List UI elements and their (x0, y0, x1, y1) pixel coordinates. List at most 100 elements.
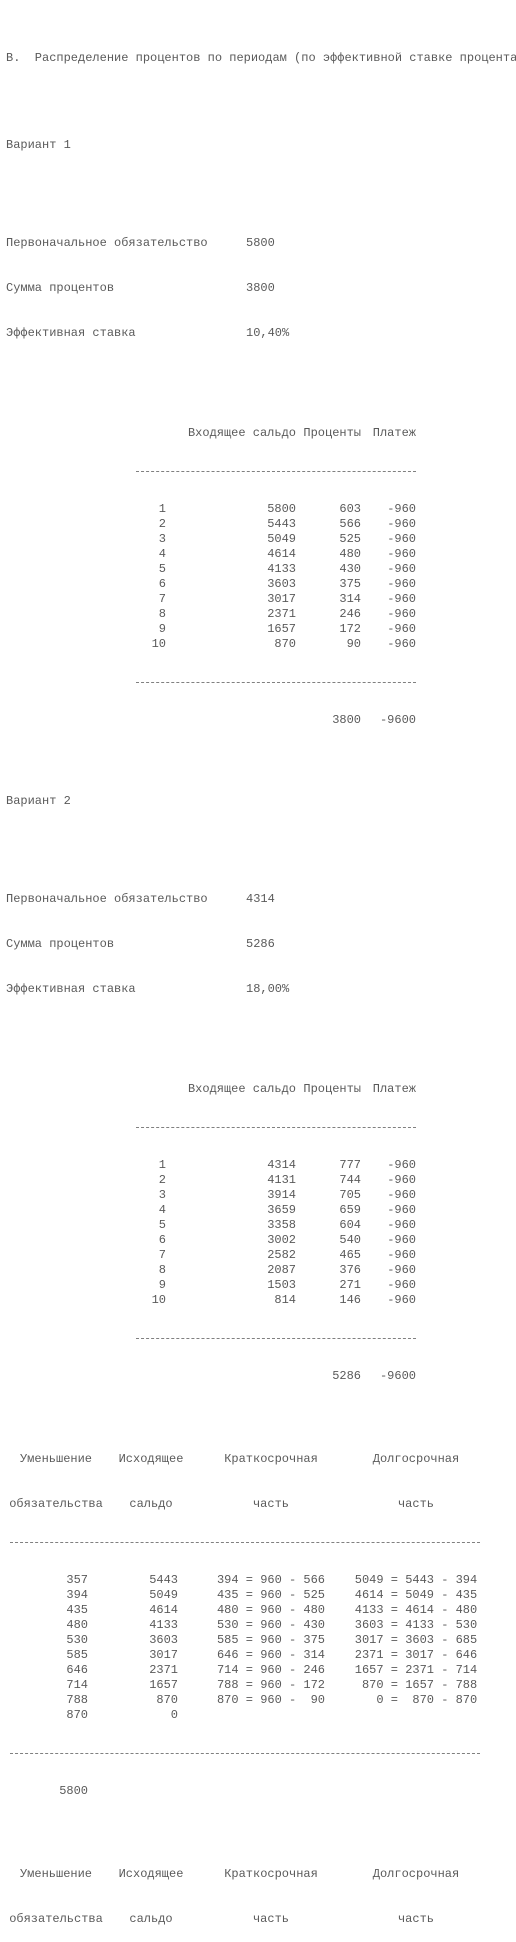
table-row: 25443566-960 (6, 517, 512, 532)
label-interest-sum: Сумма процентов (6, 937, 246, 952)
cell-incoming: 3914 (166, 1188, 296, 1203)
col-incoming: Входящее сальдо (176, 426, 296, 441)
cell-reduction: 357 (6, 1573, 106, 1588)
cell-index: 4 (6, 1203, 166, 1218)
table-row: 6462371714 = 960 - 2461657 = 2371 - 714 (6, 1663, 512, 1678)
table-row: 54133430-960 (6, 562, 512, 577)
cell-outgoing: 4133 (106, 1618, 196, 1633)
cell-outgoing: 5049 (106, 1588, 196, 1603)
rule (10, 1753, 480, 1754)
cell-reduction: 788 (6, 1693, 106, 1708)
cell-reduction: 435 (6, 1603, 106, 1618)
cell-index: 1 (6, 1158, 166, 1173)
cell-long-term: 3603 = 4133 - 530 (346, 1618, 486, 1633)
cell-incoming: 3659 (166, 1203, 296, 1218)
cell-index: 6 (6, 577, 166, 592)
cell-index: 4 (6, 547, 166, 562)
cell-incoming: 4133 (166, 562, 296, 577)
col-payment: Платеж (361, 426, 416, 441)
cell-payment: -960 (361, 1233, 416, 1248)
cell-payment: -960 (361, 622, 416, 637)
table-row: 53358604-960 (6, 1218, 512, 1233)
cell-incoming: 3358 (166, 1218, 296, 1233)
cell-index: 6 (6, 1233, 166, 1248)
v2-eff-rate: 18,00% (246, 982, 326, 997)
cell-short-term: 714 = 960 - 246 (196, 1663, 346, 1678)
table-row: 5303603585 = 960 - 3753017 = 3603 - 685 (6, 1633, 512, 1648)
cell-interest: 376 (296, 1263, 361, 1278)
cell-reduction: 585 (6, 1648, 106, 1663)
label-initial: Первоначальное обязательство (6, 236, 246, 251)
rule (136, 682, 416, 683)
cell-payment: -960 (361, 1203, 416, 1218)
cell-long-term: 5049 = 5443 - 394 (346, 1573, 486, 1588)
table-row: 82087376-960 (6, 1263, 512, 1278)
breakdown2-header: Уменьшение Исходящее Краткосрочная Долго… (6, 1867, 512, 1882)
cell-reduction: 394 (6, 1588, 106, 1603)
v1-table-header: Входящее сальдо Проценты Платеж (6, 426, 512, 441)
cell-incoming: 870 (166, 637, 296, 652)
col-part: часть (346, 1497, 486, 1512)
cell-payment: -960 (361, 1173, 416, 1188)
cell-index: 10 (6, 1293, 166, 1308)
col-reduction-2: обязательства (6, 1497, 106, 1512)
col-long-term: Долгосрочная (346, 1452, 486, 1467)
cell-reduction: 870 (6, 1708, 106, 1723)
cell-interest: 705 (296, 1188, 361, 1203)
col-reduction-2: обязательства (6, 1912, 106, 1927)
cell-payment: -960 (361, 502, 416, 517)
cell-payment: -960 (361, 607, 416, 622)
breakdown1-header-2: обязательства сальдо часть часть (6, 1497, 512, 1512)
table-row: 91503271-960 (6, 1278, 512, 1293)
section-title: В. Распределение процентов по периодам (… (6, 51, 512, 66)
cell-short-term: 480 = 960 - 480 (196, 1603, 346, 1618)
cell-incoming: 3002 (166, 1233, 296, 1248)
rule (136, 1338, 416, 1339)
rule (136, 471, 416, 472)
cell-interest: 430 (296, 562, 361, 577)
cell-payment: -960 (361, 592, 416, 607)
cell-index: 3 (6, 1188, 166, 1203)
cell-interest: 271 (296, 1278, 361, 1293)
cell-index: 10 (6, 637, 166, 652)
cell-short-term: 585 = 960 - 375 (196, 1633, 346, 1648)
cell-payment: -960 (361, 547, 416, 562)
table-row: 8700 (6, 1708, 512, 1723)
v2-total-payment: -9600 (361, 1369, 416, 1384)
v2-rows: 14314777-96024131744-96033914705-9604365… (6, 1158, 512, 1308)
cell-payment: -960 (361, 577, 416, 592)
rule (10, 1542, 480, 1543)
cell-long-term: 4133 = 4614 - 480 (346, 1603, 486, 1618)
cell-incoming: 1657 (166, 622, 296, 637)
cell-payment: -960 (361, 562, 416, 577)
table-row: 33914705-960 (6, 1188, 512, 1203)
v1-total-payment: -9600 (361, 713, 416, 728)
col-incoming: Входящее сальдо (176, 1082, 296, 1097)
cell-long-term: 0 = 870 - 870 (346, 1693, 486, 1708)
table-row: 72582465-960 (6, 1248, 512, 1263)
cell-incoming: 4614 (166, 547, 296, 562)
cell-interest: 603 (296, 502, 361, 517)
cell-interest: 525 (296, 532, 361, 547)
cell-payment: -960 (361, 1263, 416, 1278)
variant-1-label: Вариант 1 (6, 138, 512, 153)
col-part: часть (196, 1912, 346, 1927)
cell-payment: -960 (361, 1218, 416, 1233)
label-initial: Первоначальное обязательство (6, 892, 246, 907)
v1-initial: 5800 (246, 236, 326, 251)
breakdown1-total: 5800 (6, 1784, 512, 1799)
cell-interest: 314 (296, 592, 361, 607)
v2-interest-sum: 5286 (246, 937, 326, 952)
cell-index: 8 (6, 607, 166, 622)
col-long-term: Долгосрочная (346, 1867, 486, 1882)
cell-long-term: 2371 = 3017 - 646 (346, 1648, 486, 1663)
cell-outgoing: 3017 (106, 1648, 196, 1663)
cell-incoming: 5443 (166, 517, 296, 532)
breakdown1-header: Уменьшение Исходящее Краткосрочная Долго… (6, 1452, 512, 1467)
cell-short-term (196, 1708, 346, 1723)
table-row: 5853017646 = 960 - 3142371 = 3017 - 646 (6, 1648, 512, 1663)
document: В. Распределение процентов по периодам (… (0, 0, 516, 1942)
cell-interest: 604 (296, 1218, 361, 1233)
cell-long-term: 4614 = 5049 - 435 (346, 1588, 486, 1603)
cell-short-term: 788 = 960 - 172 (196, 1678, 346, 1693)
